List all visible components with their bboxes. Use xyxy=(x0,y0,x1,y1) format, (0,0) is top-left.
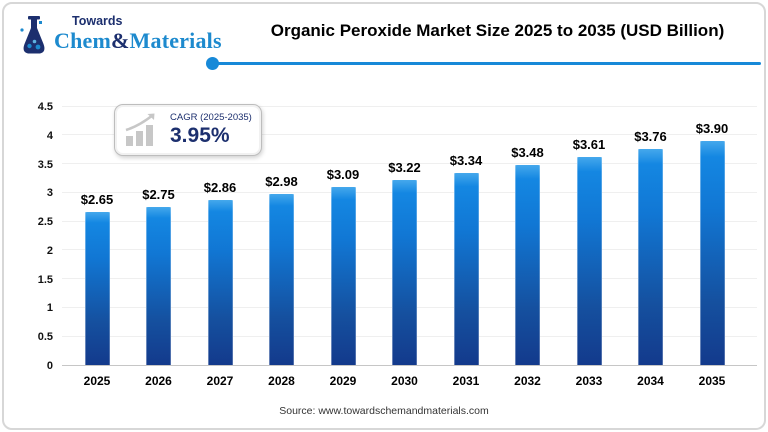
bar-value-label: $2.75 xyxy=(142,186,175,202)
x-tick-label: 2026 xyxy=(145,374,172,388)
x-tick-label: 2034 xyxy=(637,374,664,388)
page-title: Organic Peroxide Market Size 2025 to 203… xyxy=(270,21,725,40)
brand-towards: Towards xyxy=(72,14,123,28)
x-tick-label: 2025 xyxy=(83,374,111,388)
x-tick-label: 2035 xyxy=(698,374,726,388)
bar-value-label: $2.86 xyxy=(203,180,237,196)
cagr-texts: CAGR (2025-2035) 3.95% xyxy=(170,112,252,148)
brand-name: Chem&Materials xyxy=(54,27,222,53)
bar-value-label: $3.76 xyxy=(634,128,667,144)
divider-dot xyxy=(206,57,219,70)
bar-value-label: $2.65 xyxy=(80,192,114,208)
bar xyxy=(269,193,294,365)
bar-value-label: $3.34 xyxy=(449,152,483,168)
bar-value-label: $3.48 xyxy=(511,144,544,160)
y-tick-label: 3.5 xyxy=(37,158,53,171)
bar-value-label: $3.09 xyxy=(326,167,360,183)
bar-value-label: $3.22 xyxy=(388,159,421,175)
plot-area: 0 0.5 1 1.5 2 2.5 3 3.5 4 4.5 $2.65 2025 $2.75 2026 $2… xyxy=(38,101,757,388)
bar xyxy=(576,157,602,365)
y-tick-label: 2 xyxy=(46,244,53,257)
x-tick-label: 2029 xyxy=(329,374,357,388)
source-line: Source: www.towardschemandmaterials.com xyxy=(279,405,489,417)
y-tick-label: 1.5 xyxy=(37,273,53,286)
x-tick-label: 2030 xyxy=(391,374,418,388)
brand-logo: Towards Chem&Materials xyxy=(16,12,222,58)
brand-materials: Materials xyxy=(129,27,222,53)
gridline xyxy=(62,364,757,366)
bar xyxy=(453,172,479,365)
y-tick-label: 0.5 xyxy=(37,331,53,344)
brand-ampersand: & xyxy=(111,27,130,53)
y-tick-label: 3 xyxy=(46,187,53,200)
bar-value-label: $3.90 xyxy=(695,120,729,136)
flask-icon xyxy=(20,16,45,54)
bar xyxy=(699,140,725,365)
bar xyxy=(146,206,171,365)
bar xyxy=(330,187,356,365)
gridline xyxy=(62,163,757,165)
growth-chart-icon xyxy=(125,113,155,146)
cagr-badge: CAGR (2025-2035) 3.95% xyxy=(114,104,262,156)
bar xyxy=(515,164,540,365)
bar xyxy=(84,212,110,365)
y-tick-label: 2.5 xyxy=(37,216,53,229)
x-tick-label: 2028 xyxy=(268,374,295,388)
y-tick-label: 4 xyxy=(46,129,53,142)
cagr-label: CAGR (2025-2035) xyxy=(170,112,252,123)
bar xyxy=(392,179,417,365)
cagr-value: 3.95% xyxy=(170,124,230,147)
brand-text: Towards Chem&Materials xyxy=(54,12,222,52)
bar xyxy=(207,200,233,365)
x-tick-label: 2027 xyxy=(206,374,234,388)
bar-value-label: $3.61 xyxy=(572,137,606,153)
header-divider-line xyxy=(206,57,761,70)
gridline xyxy=(62,105,757,107)
x-tick-label: 2033 xyxy=(575,374,603,388)
gridline xyxy=(62,134,757,136)
x-tick-label: 2031 xyxy=(452,374,480,388)
y-tick-label: 4.5 xyxy=(37,101,53,113)
bar-value-label: $2.98 xyxy=(265,173,298,189)
y-tick-label: 1 xyxy=(46,302,53,315)
brand-chem: Chem xyxy=(54,27,112,53)
x-tick-label: 2032 xyxy=(514,374,541,388)
y-tick-label: 0 xyxy=(46,360,53,372)
bar xyxy=(638,148,663,365)
